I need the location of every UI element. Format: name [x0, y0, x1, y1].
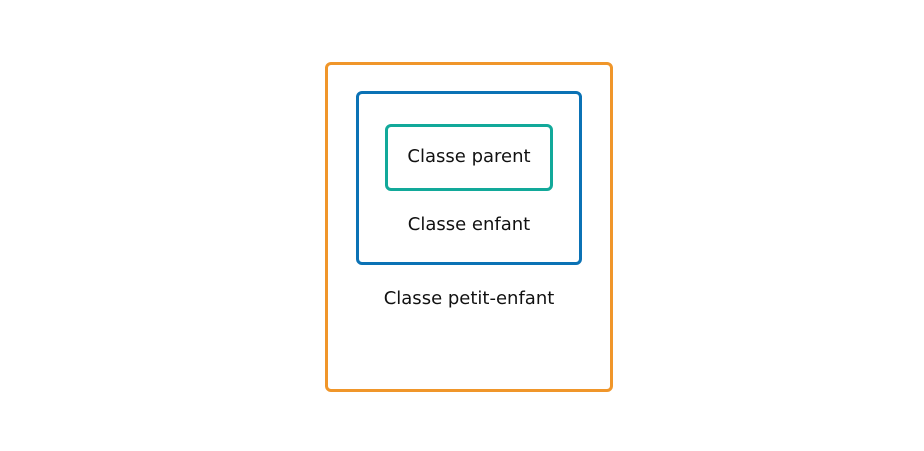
parent-class-label: Classe parent [407, 146, 531, 167]
child-class-label: Classe enfant [407, 214, 531, 235]
grandchild-class-label: Classe petit-enfant [383, 288, 555, 309]
child-class-box [356, 91, 582, 265]
parent-class-box [385, 124, 553, 191]
grandchild-class-box [325, 62, 613, 392]
